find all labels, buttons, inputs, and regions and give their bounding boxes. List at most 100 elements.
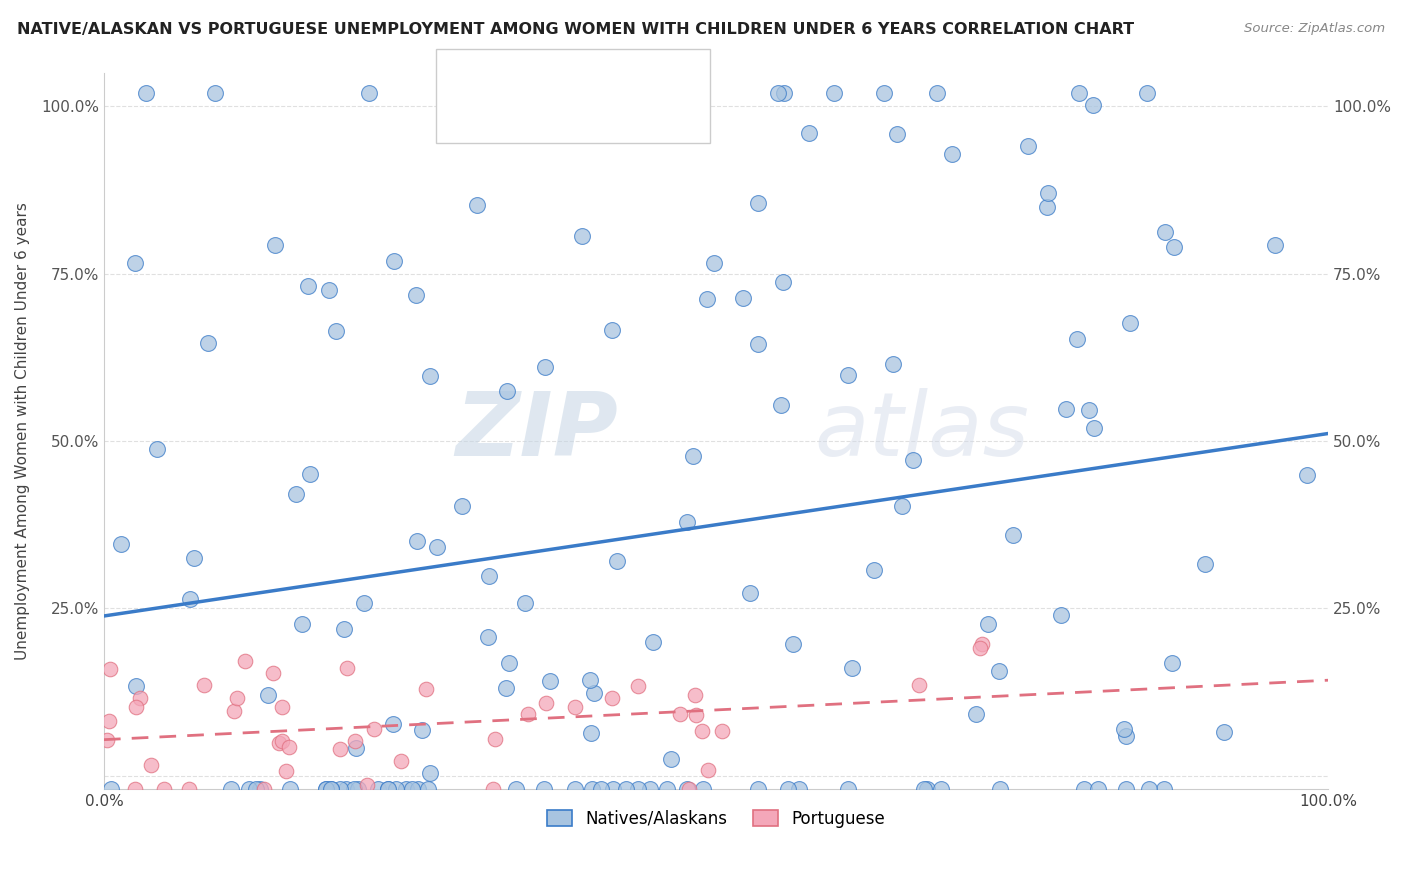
Point — [696, 292, 718, 306]
Point — [278, 782, 301, 797]
Point — [1137, 782, 1160, 797]
Point — [1001, 527, 1024, 541]
Legend: Natives/Alaskans, Portuguese: Natives/Alaskans, Portuguese — [541, 804, 891, 835]
Point — [177, 782, 200, 797]
Point — [669, 707, 692, 722]
Point — [901, 453, 924, 467]
Point — [406, 782, 429, 797]
Point — [270, 700, 292, 714]
Point — [616, 782, 638, 797]
Point — [405, 534, 427, 549]
Point — [1073, 782, 1095, 797]
Point — [249, 782, 271, 797]
Point — [1194, 557, 1216, 571]
Point — [135, 86, 157, 100]
Point — [579, 673, 602, 687]
Point — [124, 256, 146, 270]
Point — [1136, 86, 1159, 100]
Point — [579, 725, 602, 739]
Point — [98, 714, 121, 728]
Point — [1119, 317, 1142, 331]
Point — [969, 640, 991, 655]
Point — [391, 754, 413, 768]
Point — [222, 704, 245, 718]
Point — [381, 717, 404, 731]
Point — [890, 500, 912, 514]
Point — [711, 723, 734, 738]
Point — [538, 674, 561, 689]
Point — [263, 238, 285, 252]
Point — [747, 782, 769, 797]
Point — [498, 656, 520, 670]
Point — [252, 782, 274, 797]
Point — [1038, 186, 1060, 200]
Point — [1083, 98, 1105, 112]
Point — [481, 782, 503, 797]
Point — [1069, 86, 1091, 100]
Point — [100, 782, 122, 797]
Point — [367, 782, 389, 797]
Point — [1054, 401, 1077, 416]
Point — [970, 637, 993, 651]
Point — [602, 782, 624, 797]
Point — [772, 275, 794, 289]
Point — [336, 661, 359, 675]
Text: atlas: atlas — [814, 388, 1029, 475]
Point — [647, 111, 669, 125]
Point — [183, 551, 205, 566]
Text: N =: N = — [579, 69, 627, 87]
Point — [146, 442, 169, 456]
Point — [690, 723, 713, 738]
Point — [1049, 607, 1071, 622]
Point — [238, 782, 260, 797]
Point — [837, 782, 859, 797]
Point — [271, 733, 294, 747]
Y-axis label: Unemployment Among Women with Children Under 6 years: Unemployment Among Women with Children U… — [15, 202, 30, 660]
Point — [925, 86, 948, 100]
Point — [333, 622, 356, 636]
Point — [401, 782, 423, 797]
Point — [363, 722, 385, 736]
Point — [697, 763, 720, 777]
Point — [676, 516, 699, 530]
Point — [1115, 730, 1137, 744]
Point — [411, 723, 433, 737]
Point — [290, 617, 312, 632]
Point — [1163, 240, 1185, 254]
Point — [929, 782, 952, 797]
Point — [606, 554, 628, 568]
Point — [315, 782, 337, 797]
Point — [682, 450, 704, 464]
Point — [799, 126, 821, 140]
Point — [1078, 402, 1101, 417]
Point — [1017, 139, 1039, 153]
Point — [703, 255, 725, 269]
Text: R =: R = — [492, 108, 529, 126]
Point — [678, 782, 700, 797]
Point — [517, 707, 540, 722]
Point — [419, 368, 441, 383]
Point — [692, 782, 714, 797]
Point — [451, 500, 474, 514]
Point — [269, 736, 291, 750]
Point — [496, 384, 519, 398]
Point — [685, 708, 707, 723]
Point — [633, 95, 655, 110]
Point — [346, 782, 368, 797]
Point — [233, 654, 256, 668]
Point — [319, 782, 342, 797]
Point — [285, 487, 308, 501]
Point — [782, 637, 804, 651]
Point — [600, 690, 623, 705]
Point — [1295, 468, 1317, 483]
Text: 0.055: 0.055 — [523, 108, 575, 126]
Point — [335, 782, 357, 797]
Point — [478, 569, 501, 583]
Point — [626, 86, 648, 100]
Point — [96, 733, 118, 747]
Point — [873, 86, 896, 100]
Point — [747, 196, 769, 211]
Point — [139, 758, 162, 772]
Point — [353, 596, 375, 610]
Text: R =: R = — [492, 69, 529, 87]
